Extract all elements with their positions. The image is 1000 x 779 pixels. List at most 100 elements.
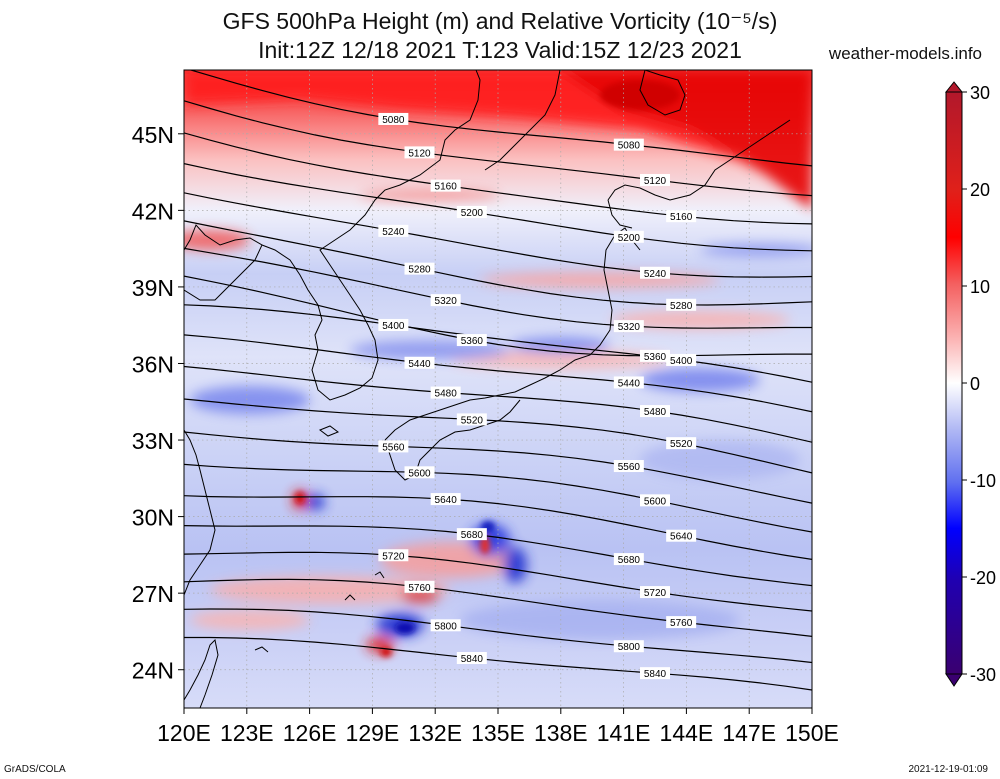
contour-label-bg: [378, 224, 409, 237]
longitude-tick-label: 129E: [346, 720, 400, 746]
contour-label: 5120: [644, 176, 667, 187]
contour-label: 5120: [408, 148, 431, 159]
longitude-tick-label: 120E: [157, 720, 211, 746]
contour-label-bg: [613, 230, 644, 243]
contour-label: 5840: [461, 654, 484, 665]
contour-label: 5160: [435, 182, 458, 193]
height-contour-line: [184, 220, 812, 306]
contour-label: 5600: [408, 468, 431, 479]
longitude-tick-label: 150E: [785, 720, 839, 746]
contour-label-bg: [430, 294, 461, 307]
contour-label: 5200: [461, 208, 484, 219]
contour-label: 5400: [382, 321, 405, 332]
contour-label: 5240: [644, 269, 667, 280]
height-contour-line: [184, 334, 812, 413]
contour-label: 5640: [670, 532, 693, 543]
contour-label-bg: [404, 580, 435, 593]
contour-label-bg: [404, 146, 435, 159]
longitude-axis: 120E 123E 126E 129E 132E 135E 138E 141E 144E 147E…: [157, 708, 839, 746]
latitude-axis: 24N 27N 30N 33N 36N 39N 42N 45N: [132, 122, 184, 684]
contour-label: 5360: [644, 352, 667, 363]
map-subtitle: Init:12Z 12/18 2021 T:123 Valid:15Z 12/2…: [258, 37, 742, 63]
footer-software: GrADS/COLA: [4, 764, 66, 775]
longitude-tick-label: 126E: [283, 720, 337, 746]
contour-label-bg: [378, 112, 409, 125]
contour-label-bg: [640, 494, 670, 507]
colorbar-tick-label: -20: [970, 568, 996, 588]
contour-label: 5520: [461, 415, 484, 426]
colorbar-tick-label: 30: [970, 83, 990, 103]
colorbar: 30 20 10 0 -10 -20 -30: [944, 81, 996, 687]
contour-label-bg: [404, 262, 435, 275]
contour-label-bg: [456, 334, 487, 347]
colorbar-tick-label: 10: [970, 277, 990, 297]
height-contour-line: [184, 551, 812, 612]
colorbar-tick-label: 20: [970, 180, 990, 200]
contour-label: 5360: [461, 336, 484, 347]
contour-label-bg: [378, 549, 409, 562]
contour-label-bg: [430, 493, 461, 506]
latitude-tick-label: 30N: [132, 505, 174, 531]
contour-label: 5080: [382, 115, 405, 126]
contour-label-bg: [613, 376, 644, 389]
longitude-tick-label: 138E: [534, 720, 588, 746]
height-contour-line: [184, 608, 812, 664]
latitude-tick-label: 36N: [132, 351, 174, 377]
contour-label-bg: [456, 205, 487, 218]
latitude-tick-label: 42N: [132, 198, 174, 224]
contour-label-bg: [613, 138, 644, 151]
height-contour-line: [184, 525, 812, 587]
contour-label: 5800: [618, 642, 641, 653]
contour-label-bg: [640, 266, 670, 279]
contour-label: 5320: [618, 322, 641, 333]
contour-label: 5680: [618, 555, 641, 566]
contour-label: 5280: [408, 265, 431, 276]
contour-label-bg: [378, 440, 409, 453]
longitude-tick-label: 132E: [408, 720, 462, 746]
longitude-tick-label: 147E: [722, 720, 776, 746]
contour-label-bg: [613, 320, 644, 333]
contour-label: 5480: [435, 389, 458, 400]
contour-label: 5720: [382, 551, 405, 562]
contour-label-bg: [456, 528, 487, 541]
contour-label-bg: [456, 652, 487, 665]
height-contour-line: [184, 132, 812, 225]
contour-label: 5400: [670, 356, 693, 367]
contour-label: 5240: [382, 227, 405, 238]
colorbar-tick-label: -10: [970, 471, 996, 491]
height-contour-line: [184, 192, 812, 278]
contour-label-bg: [378, 318, 409, 331]
contour-label-bg: [430, 619, 461, 632]
contour-label-bg: [404, 466, 435, 479]
height-contour-line: [184, 275, 812, 357]
longitude-tick-label: 123E: [220, 720, 274, 746]
contour-label-bg: [666, 298, 697, 311]
colorbar-tick-label: -30: [970, 665, 996, 685]
contour-label-bg: [640, 349, 670, 362]
height-contour-line: [184, 365, 812, 443]
contour-label-bg: [404, 356, 435, 369]
contour-label: 5520: [670, 439, 693, 450]
height-contours: [184, 70, 812, 691]
latitude-tick-label: 27N: [132, 581, 174, 607]
contour-label-bg: [430, 179, 461, 192]
contour-label-bg: [456, 413, 487, 426]
contour-label: 5200: [618, 233, 641, 244]
contour-label: 5600: [644, 496, 667, 507]
contour-label: 5560: [382, 442, 405, 453]
contour-label: 5080: [618, 141, 641, 152]
height-contour-line: [184, 578, 812, 637]
footer-timestamp: 2021-12-19-01:09: [908, 764, 988, 775]
contour-label: 5720: [644, 588, 667, 599]
contour-label: 5440: [618, 378, 641, 389]
contour-label-bg: [666, 353, 697, 366]
contour-label-bg: [613, 640, 644, 653]
contour-label-bg: [666, 616, 697, 629]
longitude-tick-label: 141E: [597, 720, 651, 746]
contour-label-bg: [666, 210, 697, 223]
longitude-tick-label: 135E: [471, 720, 525, 746]
height-contour-line: [184, 247, 812, 329]
contour-label-bg: [613, 460, 644, 473]
contour-label-bg: [640, 586, 670, 599]
